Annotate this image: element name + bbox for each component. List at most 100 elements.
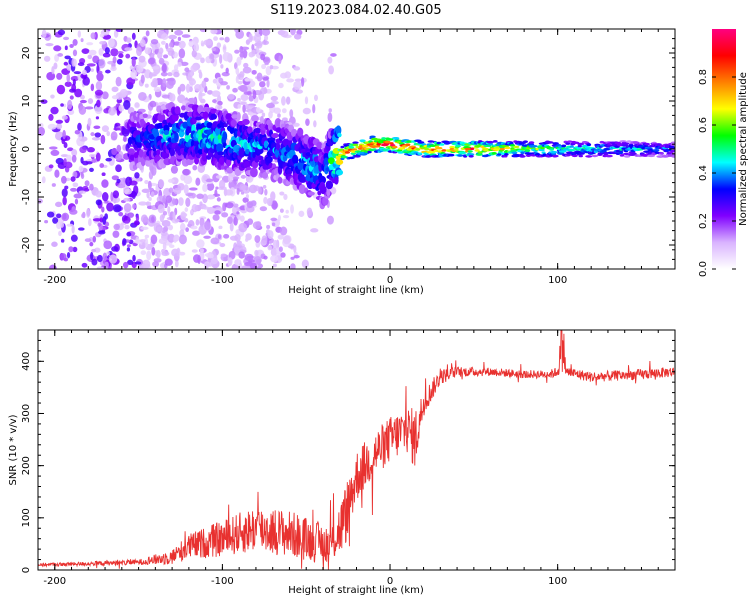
heatmap-cell xyxy=(449,145,455,149)
heatmap-cell xyxy=(632,141,640,145)
heatmap-cell xyxy=(240,174,247,179)
heatmap-cell xyxy=(248,33,253,43)
heatmap-cell xyxy=(163,130,170,135)
heatmap-cell xyxy=(63,103,67,108)
heatmap-cell xyxy=(147,244,152,249)
heatmap-cell xyxy=(263,86,267,94)
heatmap-cell xyxy=(159,214,164,223)
heatmap-cell xyxy=(298,184,306,195)
heatmap-cell xyxy=(225,202,234,209)
colorbar-tick-label: 0.0 xyxy=(698,261,709,277)
heatmap-cell xyxy=(240,94,249,102)
heatmap-cell xyxy=(207,253,214,259)
heatmap-cell xyxy=(161,94,171,99)
heatmap-cell xyxy=(538,148,545,152)
heatmap-cell xyxy=(111,246,119,252)
heatmap-cell xyxy=(571,154,578,158)
heatmap-cell xyxy=(126,232,132,237)
heatmap-cell xyxy=(94,89,104,96)
heatmap-cell xyxy=(161,220,171,227)
heatmap-cell xyxy=(220,165,225,170)
heatmap-cell xyxy=(577,144,582,148)
heatmap-cell xyxy=(284,71,292,79)
heatmap-cell xyxy=(130,69,137,80)
heatmap-cell xyxy=(116,178,121,184)
heatmap-cell xyxy=(586,143,592,146)
heatmap-cell xyxy=(310,228,319,233)
heatmap-cell xyxy=(247,218,254,225)
heatmap-cell xyxy=(62,213,67,220)
heatmap-cell xyxy=(167,72,173,77)
heatmap-cell xyxy=(652,148,660,152)
heatmap-cell xyxy=(200,57,205,64)
heatmap-cell xyxy=(455,144,461,148)
heatmap-cell xyxy=(174,29,184,36)
heatmap-cell xyxy=(540,146,545,150)
heatmap-cell xyxy=(53,45,62,52)
heatmap-cell xyxy=(111,175,119,181)
heatmap-cell xyxy=(202,206,210,210)
heatmap-cell xyxy=(233,62,238,70)
heatmap-cell xyxy=(245,109,255,113)
heatmap-cell xyxy=(179,83,186,92)
heatmap-cell xyxy=(292,122,300,127)
heatmap-cell xyxy=(127,212,135,218)
figure-title: S119.2023.084.02.40.G05 xyxy=(270,3,441,18)
heatmap-cell xyxy=(78,165,84,173)
heatmap-cell xyxy=(215,143,224,153)
heatmap-cell xyxy=(301,77,305,87)
heatmap-cell xyxy=(177,61,182,67)
heatmap-cell xyxy=(136,46,142,57)
heatmap-cell xyxy=(335,169,344,176)
heatmap-cell xyxy=(244,78,253,82)
heatmap-cell xyxy=(253,33,262,43)
heatmap-cell xyxy=(133,130,142,136)
heatmap-cell xyxy=(51,66,55,75)
heatmap-cell xyxy=(272,239,279,250)
heatmap-cell xyxy=(144,47,152,55)
heatmap-cell xyxy=(147,57,155,65)
heatmap-cell xyxy=(233,246,241,255)
heatmap-cell xyxy=(89,167,94,172)
heatmap-cell xyxy=(161,33,169,40)
heatmap-cell xyxy=(182,168,190,176)
heatmap-cell xyxy=(202,111,209,119)
heatmap-cell xyxy=(111,95,119,100)
heatmap-cell xyxy=(278,82,284,89)
heatmap-cell xyxy=(47,123,57,130)
heatmap-cell xyxy=(63,158,67,167)
heatmap-cell xyxy=(312,104,316,114)
heatmap-cell xyxy=(60,238,65,243)
heatmap-cell xyxy=(131,32,136,40)
heatmap-cell xyxy=(136,140,143,148)
heatmap-cell xyxy=(101,179,109,188)
heatmap-cell xyxy=(96,99,101,108)
x-tick-label: 0 xyxy=(387,576,393,587)
heatmap-cell xyxy=(104,213,108,220)
heatmap-cell xyxy=(230,119,237,127)
heatmap-cell xyxy=(262,76,269,81)
heatmap-cell xyxy=(153,222,162,233)
heatmap-cell xyxy=(193,43,199,52)
heatmap-cell xyxy=(149,100,157,108)
heatmap-cell xyxy=(270,255,279,263)
heatmap-cell xyxy=(116,58,123,65)
heatmap-cell xyxy=(565,142,571,145)
heatmap-cell xyxy=(224,36,230,43)
colorbar-ticks: 0.0 0.2 0.4 0.6 0.8 xyxy=(698,69,736,277)
heatmap-cell xyxy=(205,178,214,183)
heatmap-cell xyxy=(467,150,473,153)
heatmap-cell xyxy=(110,191,114,202)
heatmap-cell xyxy=(477,151,483,154)
heatmap-cell xyxy=(150,191,155,197)
heatmap-cell xyxy=(504,153,509,156)
heatmap-cell xyxy=(348,146,355,149)
heatmap-cell xyxy=(97,222,102,227)
heatmap-cell xyxy=(151,45,156,52)
heatmap-cell xyxy=(74,198,79,205)
heatmap-cell xyxy=(142,241,146,249)
heatmap-cell xyxy=(219,81,228,86)
heatmap-cell xyxy=(136,64,144,73)
heatmap-cell xyxy=(123,99,131,110)
heatmap-cell xyxy=(326,215,334,225)
